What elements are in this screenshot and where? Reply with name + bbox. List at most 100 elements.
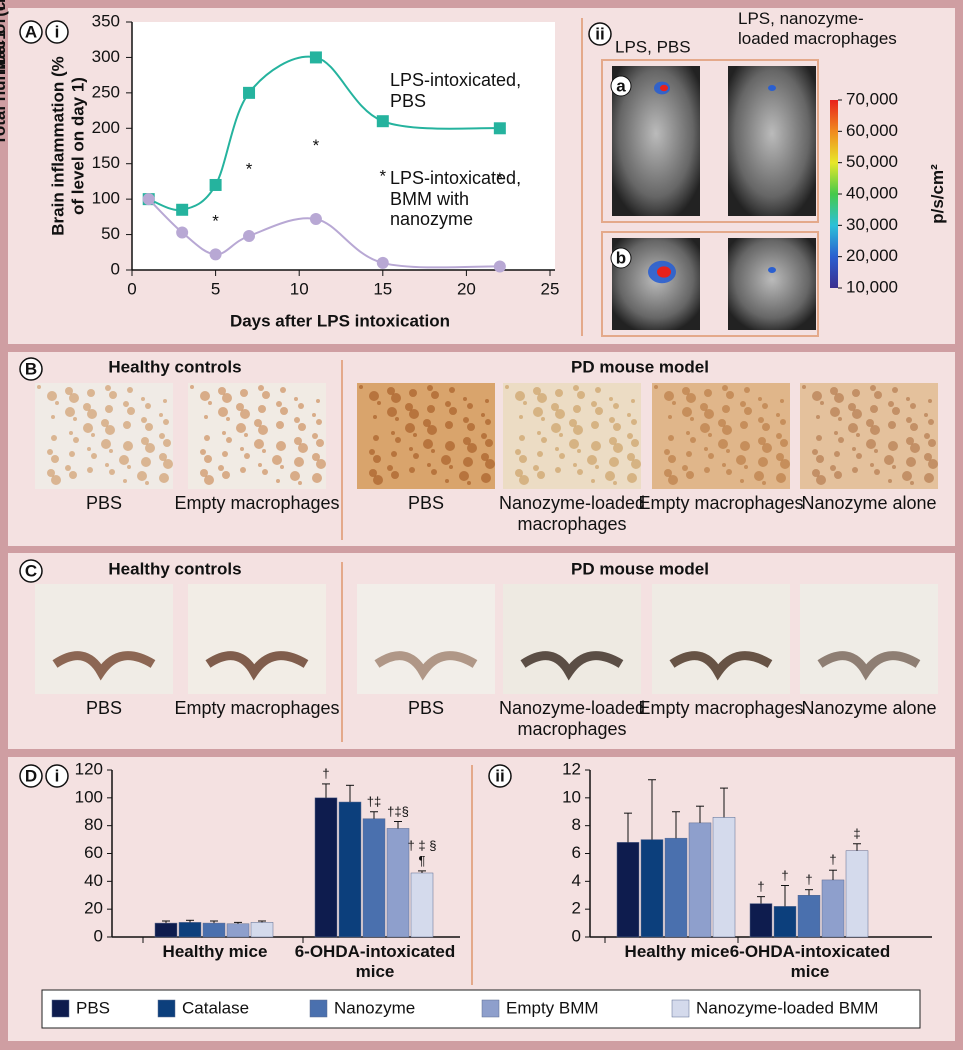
stain [109, 469, 115, 475]
stain [816, 455, 824, 463]
x-tick-label: 0 [127, 279, 136, 298]
series-label: LPS-intoxicated, PBS [390, 70, 522, 111]
stain [573, 405, 581, 413]
stain [537, 431, 541, 435]
stain [515, 391, 525, 401]
stain [137, 471, 147, 481]
point [209, 178, 222, 191]
stain [866, 439, 876, 449]
stain [812, 469, 820, 477]
stain [163, 459, 173, 469]
badge [19, 357, 43, 381]
stain [888, 479, 892, 483]
stain [159, 473, 169, 483]
histology-image [503, 383, 641, 489]
image-frame [601, 231, 819, 337]
stain [441, 455, 451, 465]
stain [127, 387, 133, 393]
stain [163, 439, 171, 447]
point [493, 260, 506, 273]
annotation: * [212, 211, 219, 230]
plot-area [132, 22, 555, 270]
image-caption: Empty macrophages [174, 698, 340, 718]
stain [834, 393, 844, 403]
stain [427, 425, 437, 435]
y-tick-label: 120 [75, 759, 103, 778]
stain [609, 457, 619, 467]
stain [780, 419, 786, 425]
stain [892, 407, 900, 415]
stain [928, 439, 936, 447]
stain [754, 471, 764, 481]
stain [240, 447, 244, 451]
stain [159, 433, 165, 439]
stain [834, 451, 840, 457]
y-tick-label: 2 [572, 899, 581, 918]
legend-label: Catalase [182, 998, 249, 1017]
image-caption: Nanozyme-loaded macrophages [498, 493, 646, 534]
legend-label: PBS [76, 998, 110, 1017]
histology-image [800, 383, 938, 489]
stain [55, 401, 59, 405]
stain [870, 405, 878, 413]
stain [449, 387, 455, 393]
stain [373, 415, 377, 419]
stain [409, 467, 415, 473]
stain [159, 413, 163, 417]
stain [369, 391, 379, 401]
stain [431, 391, 439, 399]
row-badge [610, 247, 632, 269]
stain [591, 421, 599, 429]
image-caption: Nanozyme alone [801, 493, 937, 513]
stain [892, 387, 898, 393]
stain [204, 415, 208, 419]
signal [768, 267, 776, 273]
group-title: Healthy controls [108, 559, 241, 578]
stain [463, 457, 473, 467]
stain [87, 409, 97, 419]
stain [405, 403, 413, 411]
bar [773, 906, 797, 938]
stain [359, 385, 363, 389]
stain [762, 423, 770, 431]
stain [559, 453, 565, 459]
point [243, 86, 256, 99]
stain [467, 443, 477, 453]
stain [682, 465, 688, 471]
image-frame [601, 59, 819, 223]
x-tick-label: 6-OHDA-intoxicated mice [294, 942, 456, 981]
stain [387, 407, 397, 417]
stain [445, 421, 453, 429]
stain [613, 481, 617, 485]
stain [740, 441, 750, 451]
y-tick-label: 80 [84, 815, 103, 834]
stain [83, 403, 91, 411]
stain [816, 415, 820, 419]
stain [47, 469, 55, 477]
stain [312, 433, 318, 439]
stain [276, 421, 284, 429]
y-tick-label: 300 [92, 47, 120, 66]
stain [463, 437, 471, 445]
badge [488, 764, 512, 788]
stain [928, 399, 932, 403]
bar [338, 801, 362, 938]
stain [369, 469, 377, 477]
legend-swatch [671, 999, 690, 1018]
stain [613, 443, 623, 453]
stain [218, 387, 226, 395]
stain [47, 391, 57, 401]
stain [924, 473, 934, 483]
point [309, 51, 322, 64]
stain [236, 403, 244, 411]
stain [73, 417, 77, 421]
stain [141, 457, 151, 467]
colorbar-label: 50,000 [846, 152, 898, 171]
stain [280, 465, 284, 469]
colorbar-label: 60,000 [846, 121, 898, 140]
stain [704, 467, 710, 473]
stain [690, 437, 696, 443]
stain [316, 459, 326, 469]
annotation: * [246, 160, 253, 179]
